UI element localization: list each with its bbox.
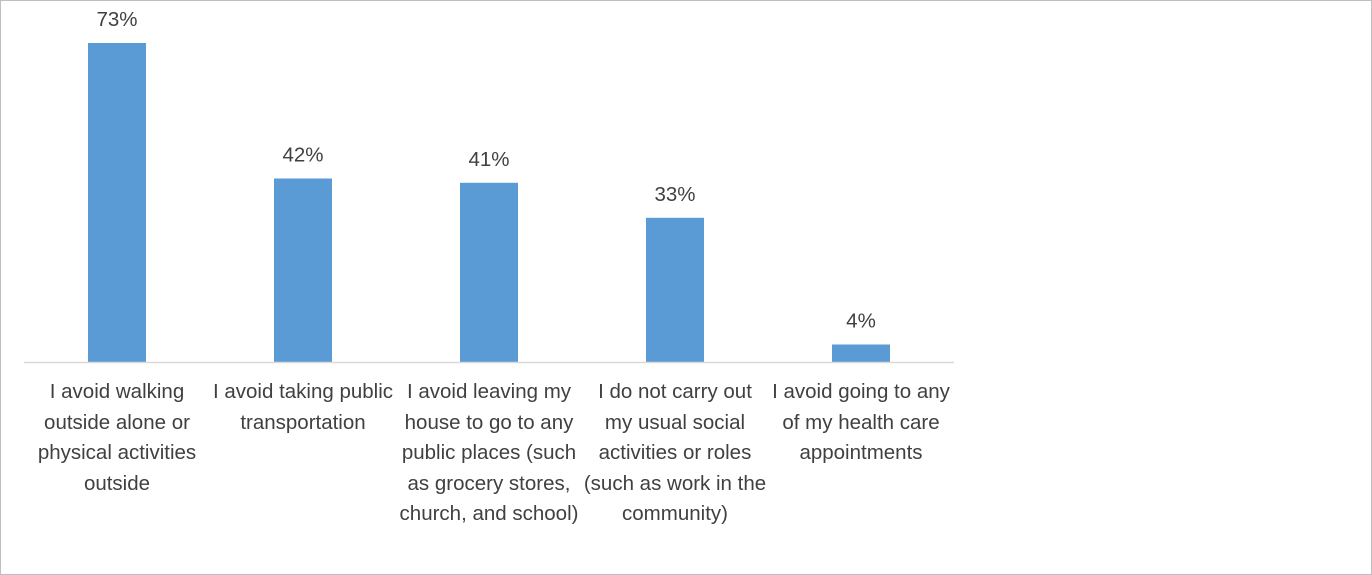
category-label-walking: I avoid walking outside alone or physica… bbox=[37, 380, 197, 495]
data-label-public-places: 41% bbox=[468, 148, 509, 171]
category-label-social-activities: I do not carry out my usual social activ… bbox=[583, 380, 767, 525]
bar-transportation bbox=[274, 178, 332, 362]
bar-walking bbox=[88, 43, 146, 362]
bar-social-activities bbox=[646, 217, 704, 362]
data-label-health-care: 4% bbox=[846, 310, 876, 333]
data-label-transportation: 42% bbox=[282, 144, 323, 167]
category-label-transportation: I avoid taking public transportation bbox=[212, 380, 394, 434]
category-label-public-places: I avoid leaving my house to go to any pu… bbox=[399, 380, 579, 525]
bar-public-places bbox=[460, 182, 518, 362]
data-label-social-activities: 33% bbox=[654, 183, 695, 206]
data-label-walking: 73% bbox=[96, 8, 137, 31]
category-label-health-care: I avoid going to any of my health care a… bbox=[772, 380, 950, 464]
bar-health-care bbox=[832, 344, 890, 362]
